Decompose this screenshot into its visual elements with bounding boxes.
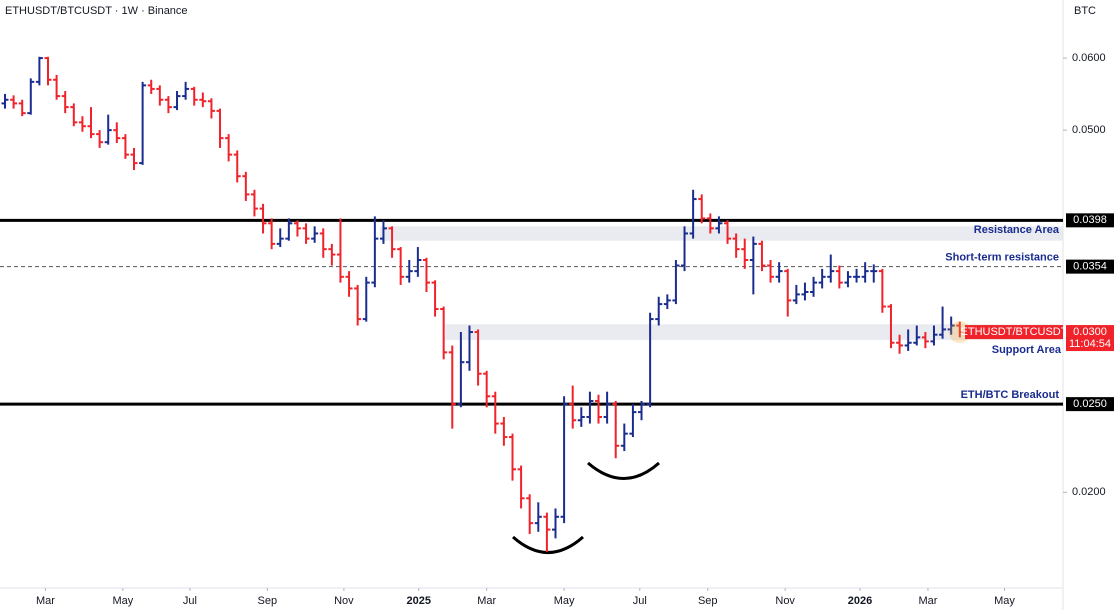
x-tick-label: Mar [477, 595, 496, 607]
level-name: Resistance Area [974, 224, 1060, 236]
bottom-arc [512, 535, 584, 554]
x-tick-label: Jul [183, 595, 197, 607]
y-tick-label: 0.0200 [1072, 486, 1106, 498]
level-tag-label: 0.0354 [1073, 261, 1107, 273]
x-tick-label: Mar [36, 595, 55, 607]
x-tick-label: Sep [258, 595, 278, 607]
level-name: Short-term resistance [945, 252, 1059, 264]
x-tick-label: Sep [698, 595, 718, 607]
last-price-tag [1066, 325, 1114, 352]
y-tick-label: 0.0600 [1072, 52, 1106, 64]
level-name: ETH/BTC Breakout [961, 389, 1060, 401]
zone [380, 226, 1063, 241]
zone-label: Support Area [992, 344, 1062, 356]
last-symbol-tag [965, 325, 1063, 340]
level-tag-label: 0.0398 [1073, 214, 1107, 226]
level-tag-label: 0.0250 [1073, 398, 1107, 410]
level-tag [1066, 397, 1114, 412]
level-tag [1066, 259, 1114, 274]
x-tick-label: 2025 [406, 595, 430, 607]
x-tick-label: May [994, 595, 1015, 607]
x-tick-label: Nov [775, 595, 795, 607]
currency: BTC [1074, 5, 1096, 17]
x-tick-label: Jul [633, 595, 647, 607]
symbol-header: ETHUSDT/BTCUSDT · 1W · Binance [5, 5, 188, 17]
last-symbol: ETHUSDT/BTCUSDT [961, 326, 1068, 338]
y-tick-label: 0.0500 [1072, 124, 1106, 136]
level-tag [1066, 213, 1114, 228]
x-tick-label: Nov [334, 595, 354, 607]
bottom-arc [587, 461, 660, 480]
last-price-label: 0.0300 [1073, 326, 1107, 338]
x-tick-label: May [112, 595, 133, 607]
x-tick-label: Mar [918, 595, 937, 607]
countdown: 11:04:54 [1069, 338, 1111, 350]
x-tick-label: May [554, 595, 575, 607]
x-tick-label: 2026 [848, 595, 872, 607]
